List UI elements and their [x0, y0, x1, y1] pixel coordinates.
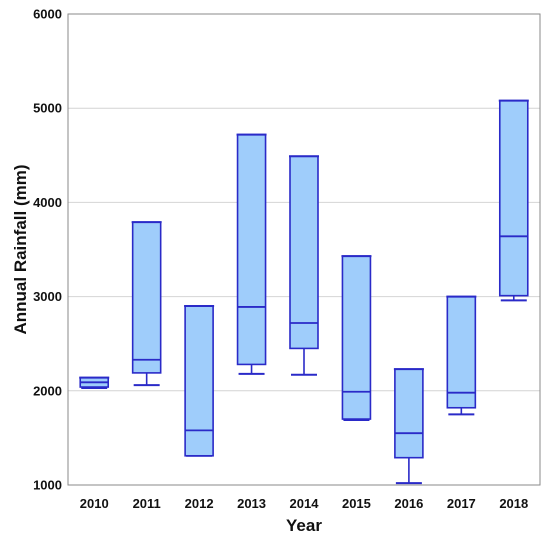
y-tick-label: 1000 — [33, 478, 62, 493]
x-tick-label: 2013 — [237, 496, 266, 511]
iqr-box — [341, 255, 372, 420]
box-2013 — [236, 133, 267, 375]
y-tick-label: 4000 — [33, 195, 62, 210]
x-tick-label: 2015 — [342, 496, 371, 511]
x-axis-tick-labels: 2010 2011 2012 2013 2014 2015 2016 2017 2018 — [80, 496, 528, 511]
box-2015 — [341, 255, 372, 422]
x-tick-label: 2010 — [80, 496, 109, 511]
iqr-box — [498, 99, 529, 297]
y-axis-title: Annual Rainfall (mm) — [11, 164, 30, 334]
x-tick-label: 2016 — [394, 496, 423, 511]
box-2010 — [79, 376, 110, 389]
iqr-box — [289, 155, 319, 350]
box-2014 — [289, 155, 319, 376]
box-series — [79, 99, 529, 485]
plot-area-frame — [67, 13, 541, 486]
box-2011 — [131, 221, 162, 387]
iqr-box — [394, 368, 424, 459]
x-tick-label: 2011 — [133, 496, 161, 511]
x-tick-label: 2017 — [447, 496, 476, 511]
box-2017 — [446, 295, 477, 416]
y-tick-label: 6000 — [33, 7, 62, 22]
box-2018 — [498, 99, 529, 302]
x-tick-label: 2014 — [290, 496, 320, 511]
iqr-box — [184, 305, 214, 457]
y-tick-label: 5000 — [33, 101, 62, 116]
x-tick-label: 2012 — [185, 496, 214, 511]
box-2016 — [393, 368, 424, 485]
iqr-box — [446, 295, 477, 409]
box-2012 — [184, 305, 215, 457]
iqr-box — [236, 133, 267, 366]
y-axis-tick-labels: 1000 2000 3000 4000 5000 6000 — [33, 7, 62, 493]
x-axis-title: Year — [286, 516, 322, 535]
iqr-box — [131, 221, 162, 374]
x-tick-label: 2018 — [499, 496, 528, 511]
y-tick-label: 3000 — [33, 289, 62, 304]
y-tick-label: 2000 — [33, 383, 62, 398]
